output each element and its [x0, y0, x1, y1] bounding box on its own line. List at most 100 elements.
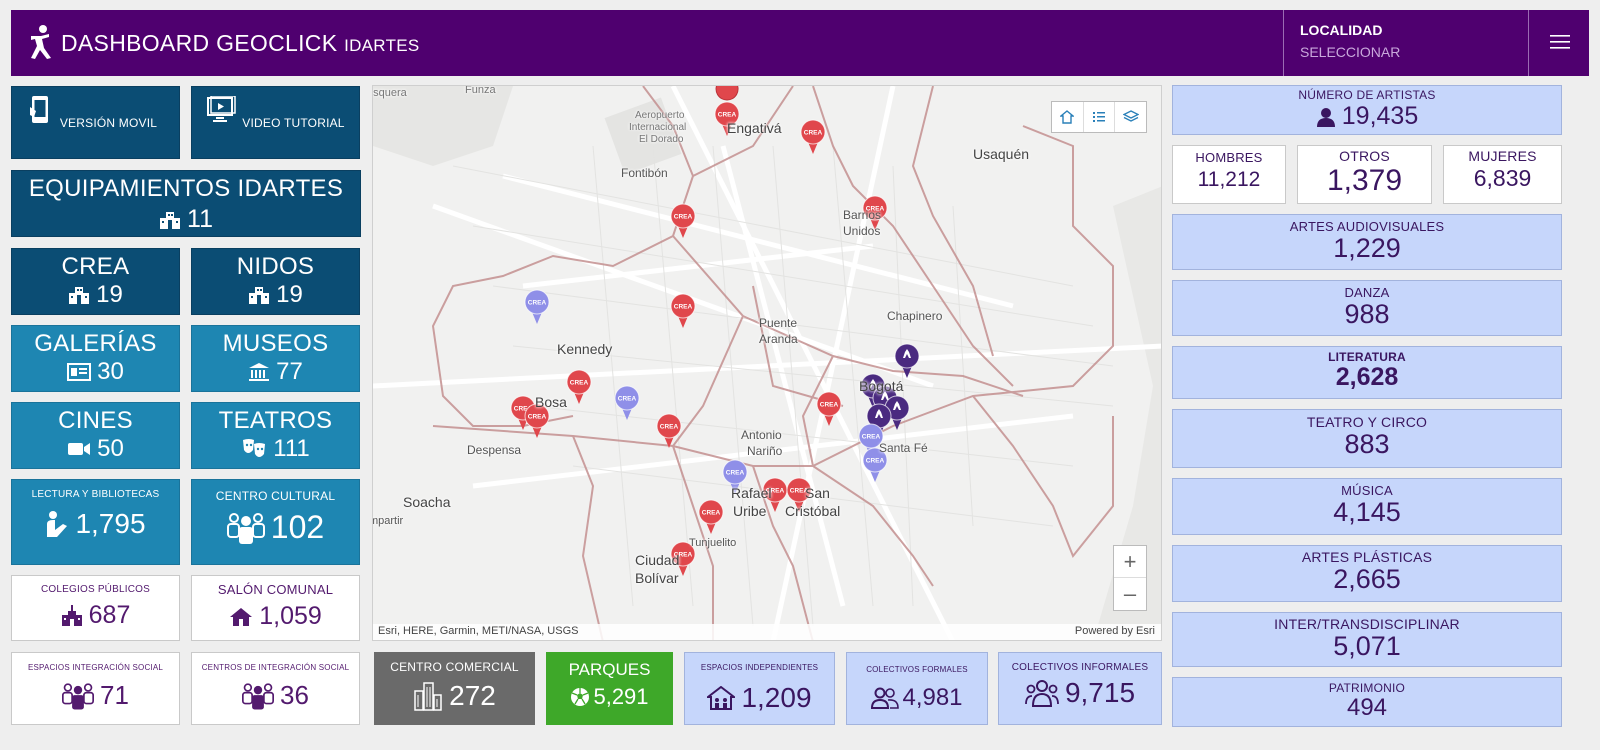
mujeres-tile[interactable]: MUJERES 6,839 — [1443, 145, 1562, 204]
nidos-map-pin[interactable]: CREA — [722, 459, 748, 495]
nidos-map-pin[interactable]: CREA — [524, 289, 550, 325]
crea-map-pin[interactable]: CREA — [862, 195, 888, 231]
nidos-tile[interactable]: NIDOS 19 — [191, 248, 360, 315]
hombres-tile[interactable]: HOMBRES 11,212 — [1172, 145, 1286, 204]
map-canvas[interactable] — [373, 86, 1162, 641]
crea-map-pin[interactable]: CREA — [670, 541, 696, 577]
crea-map-pin[interactable]: CREA — [524, 403, 550, 439]
colectivos-informales-tile[interactable]: COLECTIVOS INFORMALES 9,715 — [998, 652, 1162, 725]
map-pin-icon: CREA — [816, 391, 842, 426]
community-house-icon — [707, 686, 736, 710]
svg-text:CREA: CREA — [514, 406, 533, 413]
hamburger-menu-icon[interactable] — [1549, 32, 1571, 52]
nidos-map-pin[interactable]: CREA — [862, 447, 888, 483]
zoom-in-button[interactable]: + — [1114, 546, 1146, 578]
svg-text:CREA: CREA — [528, 300, 547, 307]
mobile-version-button[interactable]: VERSIÓN MOVIL — [11, 86, 180, 159]
espacios-independientes-tile[interactable]: ESPACIOS INDEPENDIENTES 1,209 — [684, 652, 835, 725]
galerias-label: GALERÍAS — [34, 330, 157, 357]
cines-tile[interactable]: CINES 50 — [11, 402, 180, 469]
svg-text:CREA: CREA — [618, 396, 637, 403]
crea-map-pin[interactable]: CREA — [762, 477, 788, 513]
locality-select-value[interactable]: SELECCIONAR — [1300, 44, 1401, 60]
crea-map-pin[interactable]: CREA — [670, 293, 696, 329]
map-place-label: mpartir — [372, 515, 404, 527]
galerias-tile[interactable]: GALERÍAS 30 — [11, 325, 180, 392]
crea-map-pin[interactable]: CREA — [656, 413, 682, 449]
centro-cultural-value: 102 — [270, 509, 325, 545]
map-pin-icon: CREA — [524, 289, 550, 324]
salon-value: 1,059 — [259, 602, 322, 630]
nidos-map-pin[interactable]: CREA — [614, 385, 640, 421]
locality-selector[interactable]: LOCALIDAD SELECCIONAR — [1283, 10, 1529, 76]
stat-value: 2,628 — [1335, 363, 1399, 391]
crea-map-pin[interactable]: CREA — [816, 391, 842, 427]
espacios-integracion-social-tile[interactable]: ESPACIOS INTEGRACIÓN SOCIAL 71 — [11, 652, 180, 725]
equipamientos-value: 11 — [187, 205, 213, 233]
home-icon[interactable] — [1052, 102, 1084, 132]
crea-map-pin[interactable]: CREA — [566, 369, 592, 405]
legend-list-icon[interactable] — [1084, 102, 1116, 132]
equipamiento-map-pin[interactable] — [894, 343, 920, 379]
equipamientos-idartes-tile[interactable]: EQUIPAMIENTOS IDARTES 11 — [11, 170, 361, 237]
stat-literatura[interactable]: LITERATURA 2,628 — [1172, 346, 1562, 399]
map-place-label: Cristóbal — [785, 503, 841, 519]
centros-integracion-social-tile[interactable]: CENTROS DE INTEGRACIÓN SOCIAL 36 — [191, 652, 360, 725]
stat-artes-audiovisuales[interactable]: ARTES AUDIOVISUALES 1,229 — [1172, 214, 1562, 270]
parques-tile[interactable]: PARQUES 5,291 — [546, 652, 673, 725]
salon-comunal-tile[interactable]: SALÓN COMUNAL 1,059 — [191, 575, 360, 641]
teatros-tile[interactable]: TEATROS 111 — [191, 402, 360, 469]
stat-value: 1,229 — [1333, 233, 1401, 263]
house-icon — [229, 607, 253, 627]
stat-musica[interactable]: MÚSICA 4,145 — [1172, 478, 1562, 535]
map-place-label: Funza — [465, 85, 496, 96]
centro-comercial-value: 272 — [449, 680, 496, 711]
crea-map-pin[interactable]: CREA — [786, 477, 812, 513]
map-place-label: Internacional — [629, 122, 687, 133]
crea-map-pin[interactable]: CREA — [698, 499, 724, 535]
stat-patrimonio[interactable]: PATRIMONIO 494 — [1172, 677, 1562, 727]
svg-text:CREA: CREA — [674, 304, 693, 311]
crea-value: 19 — [96, 281, 123, 308]
colegios-publicos-tile[interactable]: COLEGIOS PÚBLICOS 687 — [11, 575, 180, 641]
otros-tile[interactable]: OTROS 1,379 — [1297, 145, 1432, 204]
numero-artistas-tile[interactable]: NÚMERO DE ARTISTAS 19,435 — [1172, 85, 1562, 135]
stat-teatro-circo[interactable]: TEATRO Y CIRCO 883 — [1172, 409, 1562, 468]
stat-artes-plasticas[interactable]: ARTES PLÁSTICAS 2,665 — [1172, 545, 1562, 602]
stat-inter-transdisciplinar[interactable]: INTER/TRANSDISCIPLINAR 5,071 — [1172, 612, 1562, 667]
video-tutorial-button[interactable]: VIDEO TUTORIAL — [191, 86, 360, 159]
group-people-icon — [226, 512, 265, 544]
museos-tile[interactable]: MUSEOS 77 — [191, 325, 360, 392]
map-place-label: San — [805, 485, 830, 501]
lectura-bibliotecas-tile[interactable]: LECTURA Y BIBLIOTECAS 1,795 — [11, 479, 180, 565]
powered-by-esri-link[interactable]: Powered by Esri — [1074, 625, 1155, 637]
colectivos-formales-tile[interactable]: COLECTIVOS FORMALES 4,981 — [846, 652, 988, 725]
espacios-independientes-label: ESPACIOS INDEPENDIENTES — [700, 663, 819, 672]
map-place-label: Barrios — [843, 208, 882, 222]
colectivos-formales-label: COLECTIVOS FORMALES — [866, 665, 968, 674]
video-camera-icon — [67, 441, 91, 457]
map-pin-icon: CREA — [762, 477, 788, 512]
museos-value: 77 — [276, 358, 303, 385]
svg-text:CREA: CREA — [660, 424, 679, 431]
stat-label: ARTES PLÁSTICAS — [1301, 549, 1433, 565]
crea-tile[interactable]: CREA 19 — [11, 248, 180, 315]
crea-map-pin[interactable]: CREA — [670, 203, 696, 239]
crea-map-pin[interactable]: CREA — [800, 119, 826, 155]
centro-comercial-tile[interactable]: CENTRO COMERCIAL 272 — [374, 652, 535, 725]
map-attribution: Esri, HERE, Garmin, METI/NASA, USGS Powe… — [373, 624, 1161, 640]
hombres-label: HOMBRES — [1195, 150, 1263, 165]
zoom-control: + – — [1113, 545, 1147, 611]
nidos-value: 19 — [276, 281, 303, 308]
centro-cultural-label: CENTRO CULTURAL — [215, 489, 336, 503]
zoom-out-button[interactable]: – — [1123, 581, 1137, 606]
crea-map-pin[interactable]: CREA — [714, 101, 740, 137]
map-place-label: El Dorado — [639, 134, 684, 145]
stat-danza[interactable]: DANZA 988 — [1172, 280, 1562, 336]
colectivos-informales-label: COLECTIVOS INFORMALES — [1011, 662, 1149, 673]
layers-icon[interactable] — [1115, 102, 1146, 132]
idartes-logo-icon — [31, 25, 51, 59]
centro-cultural-tile[interactable]: CENTRO CULTURAL 102 — [191, 479, 360, 565]
map-view[interactable]: CREA CREA CREA CREA CREA CREA — [372, 85, 1162, 641]
locality-label: LOCALIDAD — [1300, 22, 1383, 38]
